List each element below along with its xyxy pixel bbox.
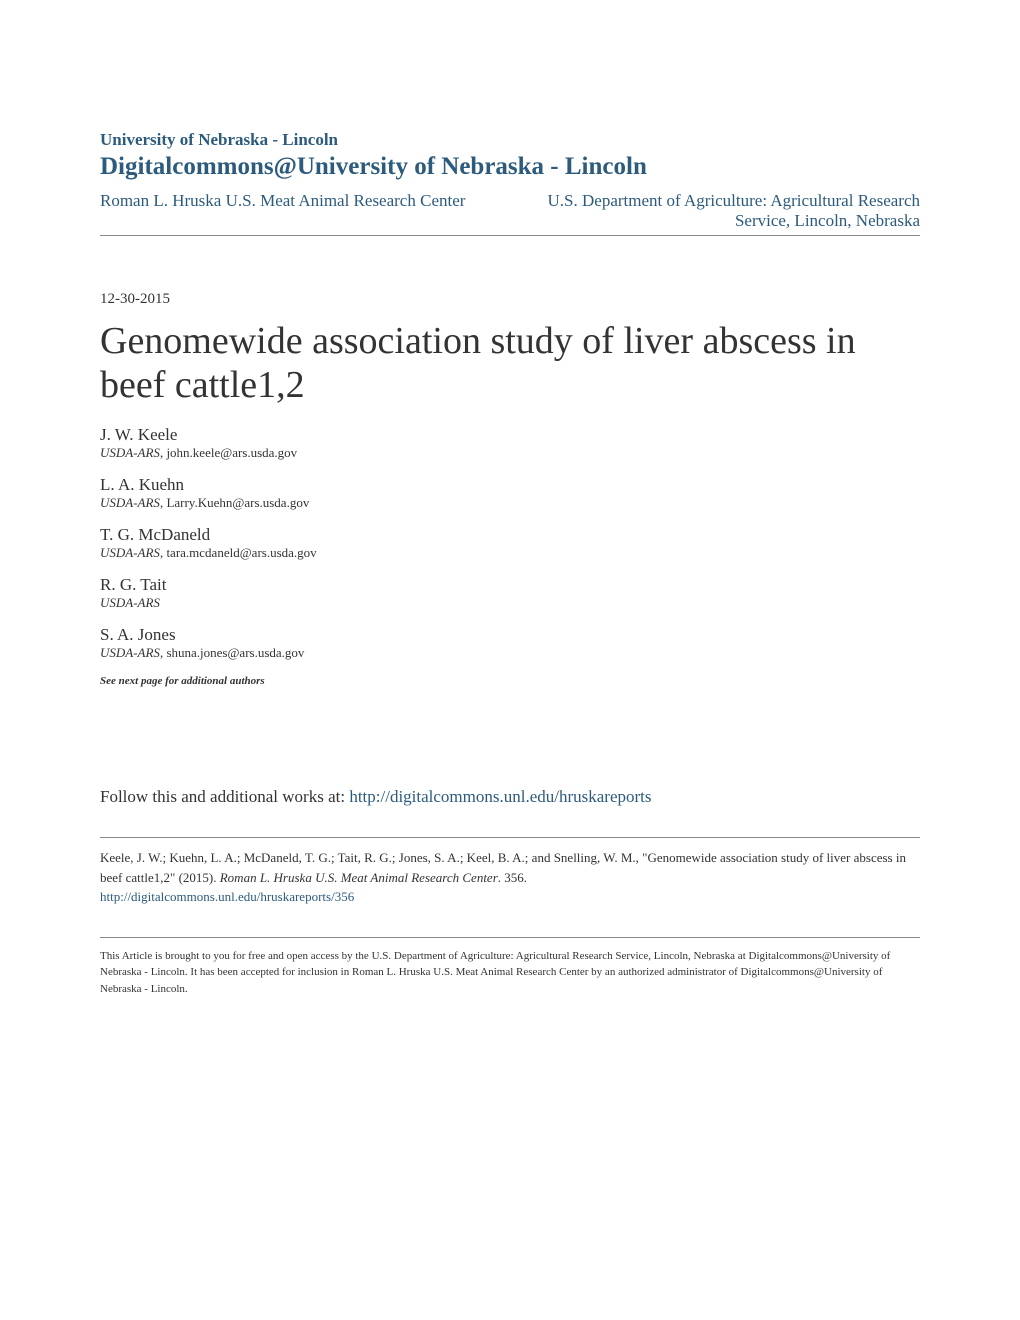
follow-prefix: Follow this and additional works at: xyxy=(100,787,349,806)
institution-name: University of Nebraska - Lincoln xyxy=(100,130,920,150)
citation-series: Roman L. Hruska U.S. Meat Animal Researc… xyxy=(220,870,498,885)
author-name: S. A. Jones xyxy=(100,625,920,645)
author-affiliation: USDA-ARS xyxy=(100,595,920,611)
article-title: Genomewide association study of liver ab… xyxy=(100,320,920,407)
citation-link[interactable]: http://digitalcommons.unl.edu/hruskarepo… xyxy=(100,887,920,907)
author-name: R. G. Tait xyxy=(100,575,920,595)
author-name: L. A. Kuehn xyxy=(100,475,920,495)
breadcrumb-row: Roman L. Hruska U.S. Meat Animal Researc… xyxy=(100,191,920,236)
author-affiliation: USDA-ARS, shuna.jones@ars.usda.gov xyxy=(100,645,920,661)
author-block: J. W. Keele USDA-ARS, john.keele@ars.usd… xyxy=(100,425,920,461)
author-block: L. A. Kuehn USDA-ARS, Larry.Kuehn@ars.us… xyxy=(100,475,920,511)
author-name: J. W. Keele xyxy=(100,425,920,445)
footer-disclaimer: This Article is brought to you for free … xyxy=(100,937,920,998)
author-block: R. G. Tait USDA-ARS xyxy=(100,575,920,611)
author-affiliation: USDA-ARS, tara.mcdaneld@ars.usda.gov xyxy=(100,545,920,561)
authors-list: J. W. Keele USDA-ARS, john.keele@ars.usd… xyxy=(100,425,920,661)
author-block: T. G. McDaneld USDA-ARS, tara.mcdaneld@a… xyxy=(100,525,920,561)
collection-link-left[interactable]: Roman L. Hruska U.S. Meat Animal Researc… xyxy=(100,191,465,231)
citation-text-after: . 356. xyxy=(498,870,527,885)
publication-date: 12-30-2015 xyxy=(100,291,920,308)
author-name: T. G. McDaneld xyxy=(100,525,920,545)
repository-name[interactable]: Digitalcommons@University of Nebraska - … xyxy=(100,153,920,181)
author-affiliation: USDA-ARS, Larry.Kuehn@ars.usda.gov xyxy=(100,495,920,511)
citation-block: Keele, J. W.; Kuehn, L. A.; McDaneld, T.… xyxy=(100,837,920,907)
collection-link-right[interactable]: U.S. Department of Agriculture: Agricult… xyxy=(520,191,920,231)
header-section: University of Nebraska - Lincoln Digital… xyxy=(100,130,920,236)
follow-section: Follow this and additional works at: htt… xyxy=(100,787,920,807)
author-block: S. A. Jones USDA-ARS, shuna.jones@ars.us… xyxy=(100,625,920,661)
see-next-page-note: See next page for additional authors xyxy=(100,675,920,687)
author-affiliation: USDA-ARS, john.keele@ars.usda.gov xyxy=(100,445,920,461)
follow-link[interactable]: http://digitalcommons.unl.edu/hruskarepo… xyxy=(349,787,651,806)
